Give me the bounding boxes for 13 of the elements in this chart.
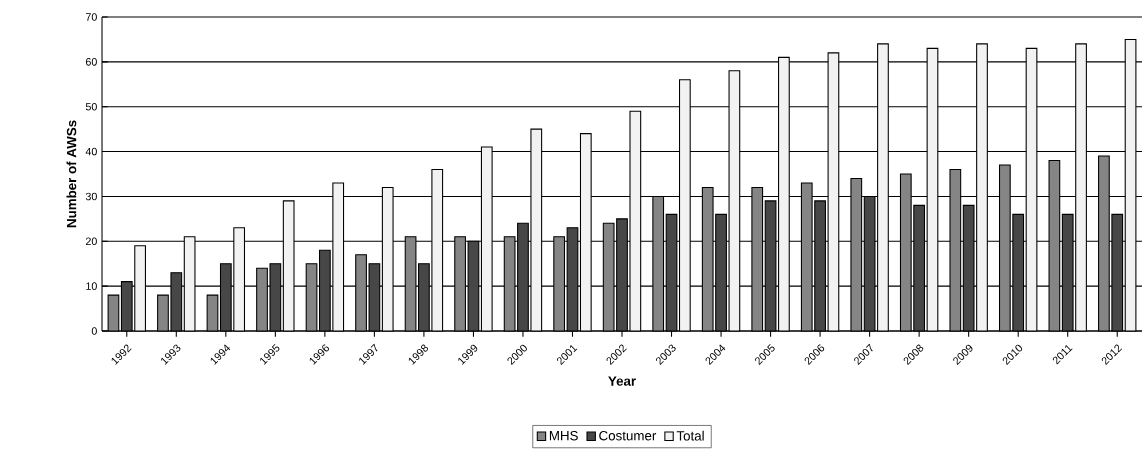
- y-tick-label: 50: [85, 102, 97, 111]
- y-tick-label: 60: [85, 58, 97, 66]
- y-tick-label: 30: [85, 192, 97, 201]
- y-axis-title: Number of AWSs: [66, 120, 77, 228]
- x-axis-title: Year: [608, 376, 636, 386]
- y-tick-label: 10: [86, 282, 97, 290]
- legend-label: MHS: [549, 430, 578, 441]
- y-tick-label: 20: [85, 237, 97, 246]
- y-tick-label: 0: [91, 327, 97, 335]
- legend-label: Total: [676, 430, 704, 441]
- y-tick-label: 40: [85, 147, 97, 156]
- y-tick-label: 70: [85, 13, 97, 21]
- legend-label: Costumer: [599, 430, 657, 441]
